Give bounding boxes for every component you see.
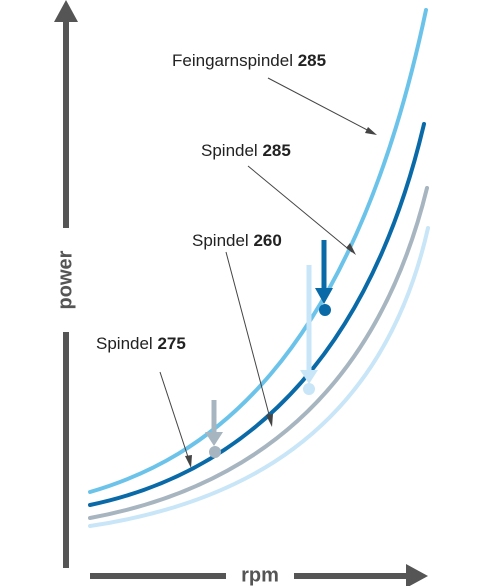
series-label-feingarnspindel-285: Feingarnspindel 285 [172, 51, 326, 70]
leader-arrow-spindel-260 [266, 414, 273, 427]
leader-line-spindel-275 [159, 371, 191, 464]
drop-arrow-spindel-275 [300, 265, 318, 395]
series-line-spindel-260 [88, 186, 429, 520]
leader-line-spindel-260 [225, 251, 272, 423]
optimum-point [209, 446, 221, 458]
series-label-number: 285 [298, 51, 326, 70]
series-label-number: 275 [157, 334, 185, 353]
series-label-prefix: Spindel [96, 334, 157, 353]
leader-line-feingarnspindel-285 [267, 77, 374, 134]
series-label-spindel-260: Spindel 260 [192, 231, 282, 250]
y-axis-arrowhead [54, 0, 78, 22]
x-axis-title: rpm [241, 564, 279, 586]
series-label-number: 260 [253, 231, 281, 250]
series-label-prefix: Spindel [201, 141, 262, 160]
optimum-point [319, 304, 331, 316]
leader-arrow-feingarnspindel-285 [365, 127, 377, 135]
x-axis-arrowhead [406, 564, 428, 586]
drop-arrow-head [315, 288, 333, 304]
x-axis: rpm [90, 564, 428, 586]
series-line-spindel-275 [88, 226, 430, 528]
series-label-spindel-285: Spindel 285 [201, 141, 291, 160]
drop-arrow-head [300, 370, 318, 384]
series-line-spindel-285 [88, 122, 426, 507]
leader-arrow-spindel-285 [346, 243, 356, 255]
drop-arrow-head [205, 432, 223, 446]
series-group [88, 8, 430, 528]
leader-line-spindel-285 [247, 165, 353, 253]
series-label-prefix: Feingarnspindel [172, 51, 298, 70]
y-axis-title: power [54, 250, 76, 309]
drop-arrow-spindel-285 [315, 240, 333, 316]
leader-lines [159, 77, 377, 468]
series-label-prefix: Spindel [192, 231, 253, 250]
leader-arrow-spindel-275 [185, 455, 192, 468]
drop-arrow-spindel-260 [205, 400, 223, 458]
series-label-number: 285 [262, 141, 290, 160]
series-line-feingarnspindel-285 [88, 8, 428, 494]
optimum-point [303, 383, 315, 395]
y-axis: power [54, 0, 78, 568]
series-label-spindel-275: Spindel 275 [96, 334, 186, 353]
